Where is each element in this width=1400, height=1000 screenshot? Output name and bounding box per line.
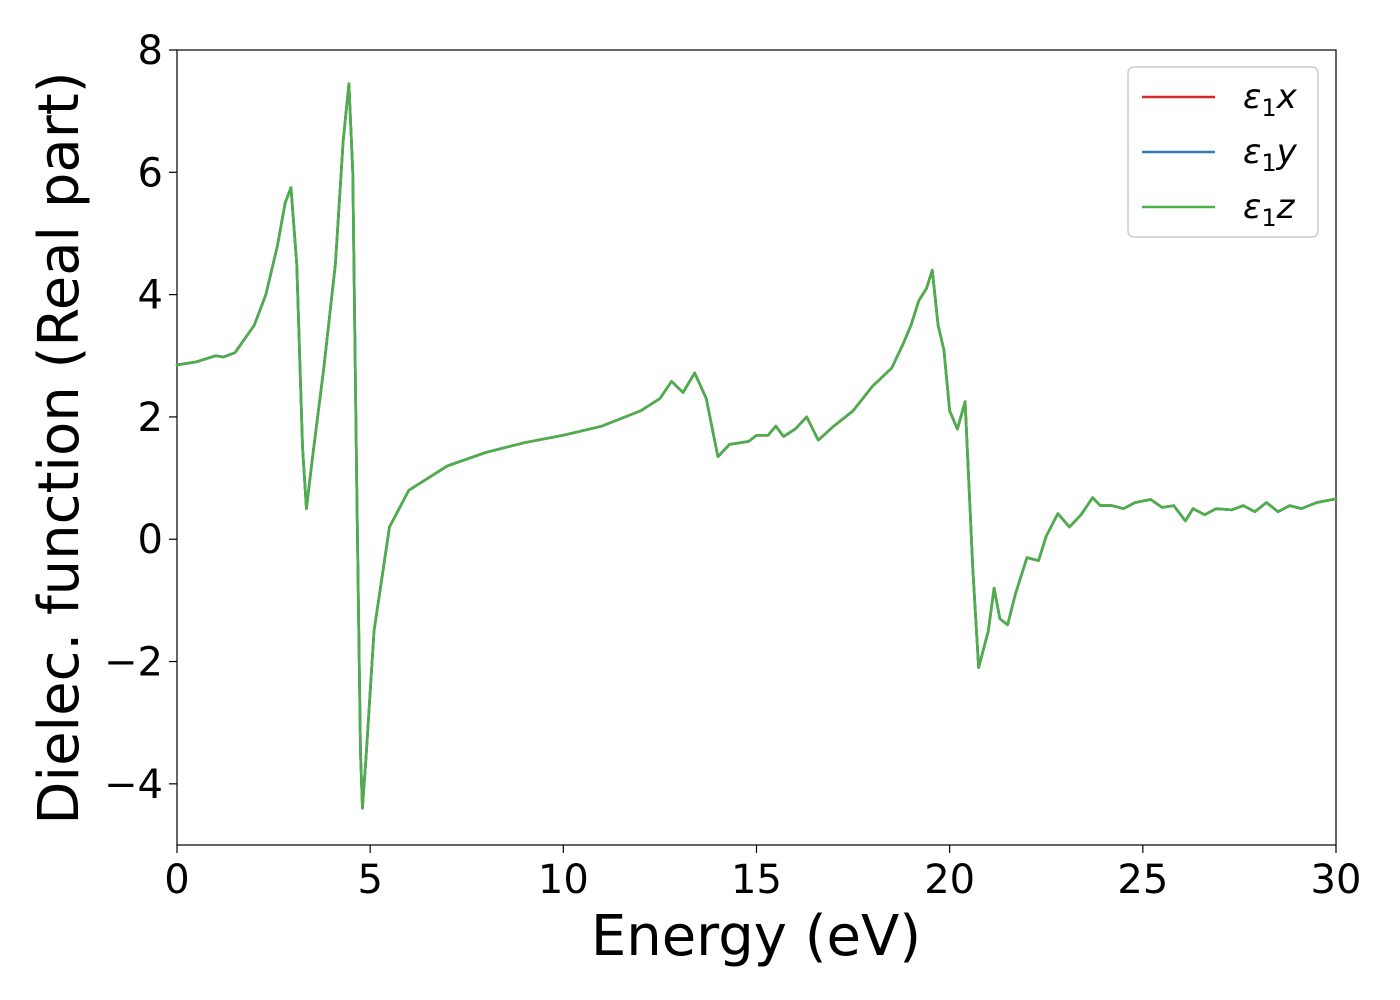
x-axis-ticks: 0 5 10 15 20 25 30 [164, 845, 1361, 903]
legend-symbol: ε [1243, 187, 1261, 227]
legend-subscript: 1 [1261, 204, 1276, 232]
legend-subscript: 1 [1261, 149, 1276, 177]
series-line-eps1-z [175, 82, 1338, 810]
y-tick-label: 8 [138, 28, 163, 74]
x-tick-label: 20 [924, 857, 975, 903]
y-tick-label: −2 [104, 640, 163, 686]
legend-component: y [1276, 132, 1298, 172]
y-tick-label: −4 [104, 762, 163, 808]
legend-box [1127, 66, 1319, 238]
x-tick-label: 30 [1311, 857, 1362, 903]
y-tick-label: 4 [138, 273, 163, 319]
x-tick-label: 0 [164, 857, 189, 903]
y-tick-label: 6 [138, 150, 163, 196]
legend-label-y: ε1y [1243, 132, 1298, 177]
series-layer [175, 82, 1338, 810]
y-axis-title: Dielec. function (Real part) [27, 71, 92, 824]
legend-label-z: ε1z [1243, 187, 1296, 232]
legend-component: z [1276, 187, 1296, 227]
y-tick-label: 0 [138, 517, 163, 563]
y-tick-label: 2 [138, 395, 163, 441]
legend-symbol: ε [1243, 132, 1261, 172]
y-axis-ticks: −4 −2 0 2 4 6 8 [104, 28, 177, 808]
legend-label-x: ε1x [1243, 77, 1298, 122]
x-tick-label: 25 [1117, 857, 1168, 903]
legend-subscript: 1 [1261, 94, 1276, 122]
x-tick-label: 10 [538, 857, 589, 903]
x-axis-title: Energy (eV) [591, 904, 921, 969]
legend-symbol: ε [1243, 77, 1261, 117]
x-tick-label: 15 [731, 857, 782, 903]
legend-component: x [1276, 77, 1298, 117]
x-tick-label: 5 [357, 857, 382, 903]
